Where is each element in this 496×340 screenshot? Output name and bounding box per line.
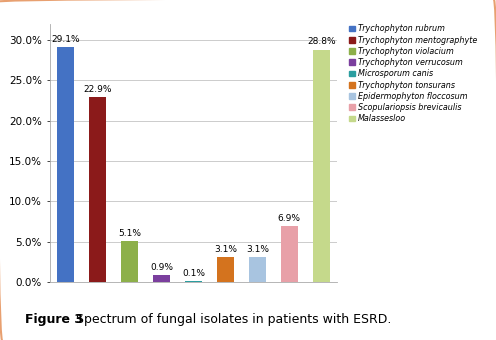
- Bar: [217, 257, 234, 282]
- Bar: [312, 50, 330, 282]
- Text: 3.1%: 3.1%: [246, 245, 269, 254]
- Bar: [121, 241, 138, 282]
- Text: 5.1%: 5.1%: [118, 229, 141, 238]
- Bar: [153, 275, 170, 282]
- Bar: [89, 97, 106, 282]
- Bar: [57, 47, 74, 282]
- Bar: [248, 257, 266, 282]
- Text: Figure 3: Figure 3: [25, 313, 83, 326]
- Text: 0.1%: 0.1%: [182, 269, 205, 278]
- Text: Spectrum of fungal isolates in patients with ESRD.: Spectrum of fungal isolates in patients …: [72, 313, 391, 326]
- Text: 3.1%: 3.1%: [214, 245, 237, 254]
- Text: 6.9%: 6.9%: [278, 214, 301, 223]
- Bar: [281, 226, 298, 282]
- Text: 22.9%: 22.9%: [83, 85, 112, 94]
- Text: 29.1%: 29.1%: [51, 35, 80, 44]
- Legend: Trychophyton rubrum, Trychophyton mentographyte, Trychophyton violacium, Trychop: Trychophyton rubrum, Trychophyton mentog…: [346, 21, 480, 126]
- Text: 28.8%: 28.8%: [307, 37, 336, 47]
- Text: 0.9%: 0.9%: [150, 263, 173, 272]
